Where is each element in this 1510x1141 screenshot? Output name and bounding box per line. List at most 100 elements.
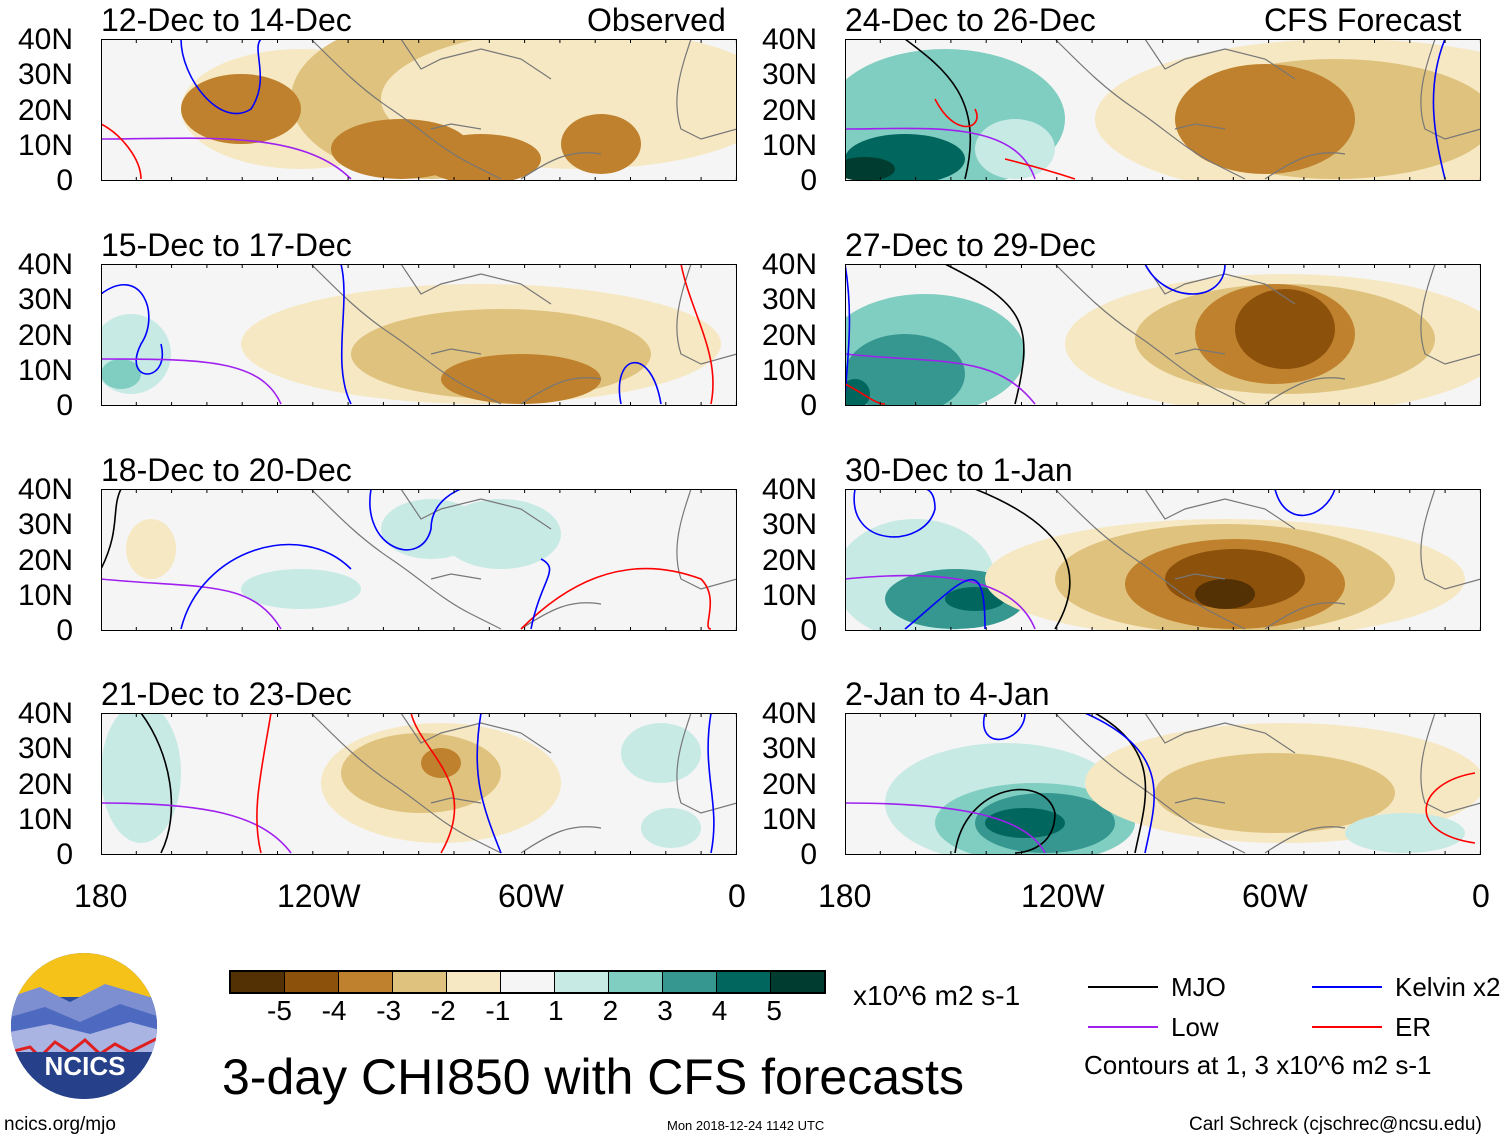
panel-title: 24-Dec to 26-Dec [845,2,1096,38]
contour-line [180,39,262,115]
anomaly-region [845,334,965,406]
contour-line [707,713,715,854]
units-label: x10^6 m2 s-1 [853,980,1021,1011]
y-tick-label: 20N [17,93,73,127]
coastline [1054,713,1481,854]
anomaly-region [641,808,701,848]
y-tick-label: 30N [17,508,73,542]
forecast-label: CFS Forecast [1264,2,1462,38]
y-tick-label: 30N [17,283,73,317]
colorbar-label: -3 [376,995,402,1026]
panel-title: 18-Dec to 20-Dec [101,452,352,488]
y-tick-label: 30N [761,283,817,317]
y-tick-label: 30N [761,508,817,542]
panel-title: 27-Dec to 29-Dec [845,227,1096,263]
y-tick-label: 10N [761,578,817,612]
colorbar-label: -1 [485,995,511,1026]
contour-line [944,264,1025,405]
contour-line [904,578,986,630]
coastline [1054,489,1481,630]
contour-line [845,574,1036,630]
contour-line [101,489,122,570]
x-tick-label: 120W [1021,878,1105,914]
panel-title: 21-Dec to 23-Dec [101,676,352,712]
colorbar-swatch [501,972,555,992]
y-tick-label: 0 [800,389,817,423]
y-tick-label: 40N [17,23,73,56]
legend-label: ER [1395,1012,1432,1042]
anomaly-region [421,134,541,181]
contour-line [256,713,272,854]
contour-line [1094,713,1147,854]
y-tick-label: 10N [761,802,817,836]
svg-text:NCICS: NCICS [45,1051,126,1081]
anomaly-region [1175,64,1355,174]
anomaly-region [1155,753,1395,833]
colorbar-label: -5 [267,995,292,1026]
y-tick-label: 20N [761,767,817,801]
legend-label: Kelvin x2 [1395,972,1501,1002]
anomaly-region [441,499,561,569]
contour-line [982,713,1026,741]
y-tick-label: 10N [761,353,817,387]
anomaly-region [101,359,141,389]
contour-line [618,361,662,405]
site-url[interactable]: ncics.org/mjo [4,1114,116,1135]
map-panel [101,489,737,631]
colorbar-swatch [771,972,824,992]
contour-line [845,802,1046,854]
colorbar-swatch [555,972,609,992]
contour-note: Contours at 1, 3 x10^6 m2 s-1 [1084,1050,1432,1080]
anomaly-region [441,354,601,404]
panel-title: 2-Jan to 4-Jan [845,676,1050,712]
x-tick-label: 120W [277,878,361,914]
x-tick-label: 0 [1472,878,1490,914]
colorbar-label: 1 [548,995,564,1026]
contour-line [1144,264,1226,295]
y-tick-label: 10N [17,128,73,162]
y-tick-label: 20N [17,318,73,352]
coastline [1054,39,1481,180]
y-tick-label: 40N [761,248,817,281]
contour-line [340,264,352,405]
contour-line [680,264,714,405]
y-tick-label: 30N [761,58,817,92]
y-tick-label: 10N [761,128,817,162]
colorbar-swatch [717,972,771,992]
contour-line [101,137,352,180]
legend-swatch [1312,1026,1382,1028]
colorbar-swatch [393,972,447,992]
anomaly-region [1345,813,1465,853]
x-tick-label: 60W [1242,878,1308,914]
anomaly-region [341,733,501,813]
legend-label: MJO [1171,972,1226,1002]
x-tick-label: 60W [498,878,564,914]
anomaly-region [621,723,701,783]
anomaly-region [845,379,870,406]
contour-line [101,802,292,854]
map-panel [845,713,1481,855]
colorbar-label: 2 [602,995,619,1026]
anomaly-region [975,119,1055,179]
coastline [310,264,737,405]
y-tick-label: 0 [56,614,73,648]
y-tick-label: 0 [800,614,817,648]
legend-label: Low [1171,1012,1219,1042]
contour-line [954,788,1056,854]
y-tick-label: 0 [56,838,73,872]
y-tick-label: 10N [17,802,73,836]
coastline [1054,264,1481,405]
y-tick-label: 40N [761,23,817,56]
coastline [310,713,737,854]
anomaly-region [561,114,641,174]
y-tick-label: 20N [17,543,73,577]
contour-line [410,713,456,854]
anomaly-region [845,157,895,181]
colorbar-swatch [663,972,717,992]
x-tick-label: 0 [728,878,746,914]
y-tick-label: 0 [800,164,817,198]
legend-swatch [1088,986,1158,988]
contour-line [520,567,712,630]
colorbar-swatch [609,972,663,992]
legend-swatch [1312,986,1382,988]
